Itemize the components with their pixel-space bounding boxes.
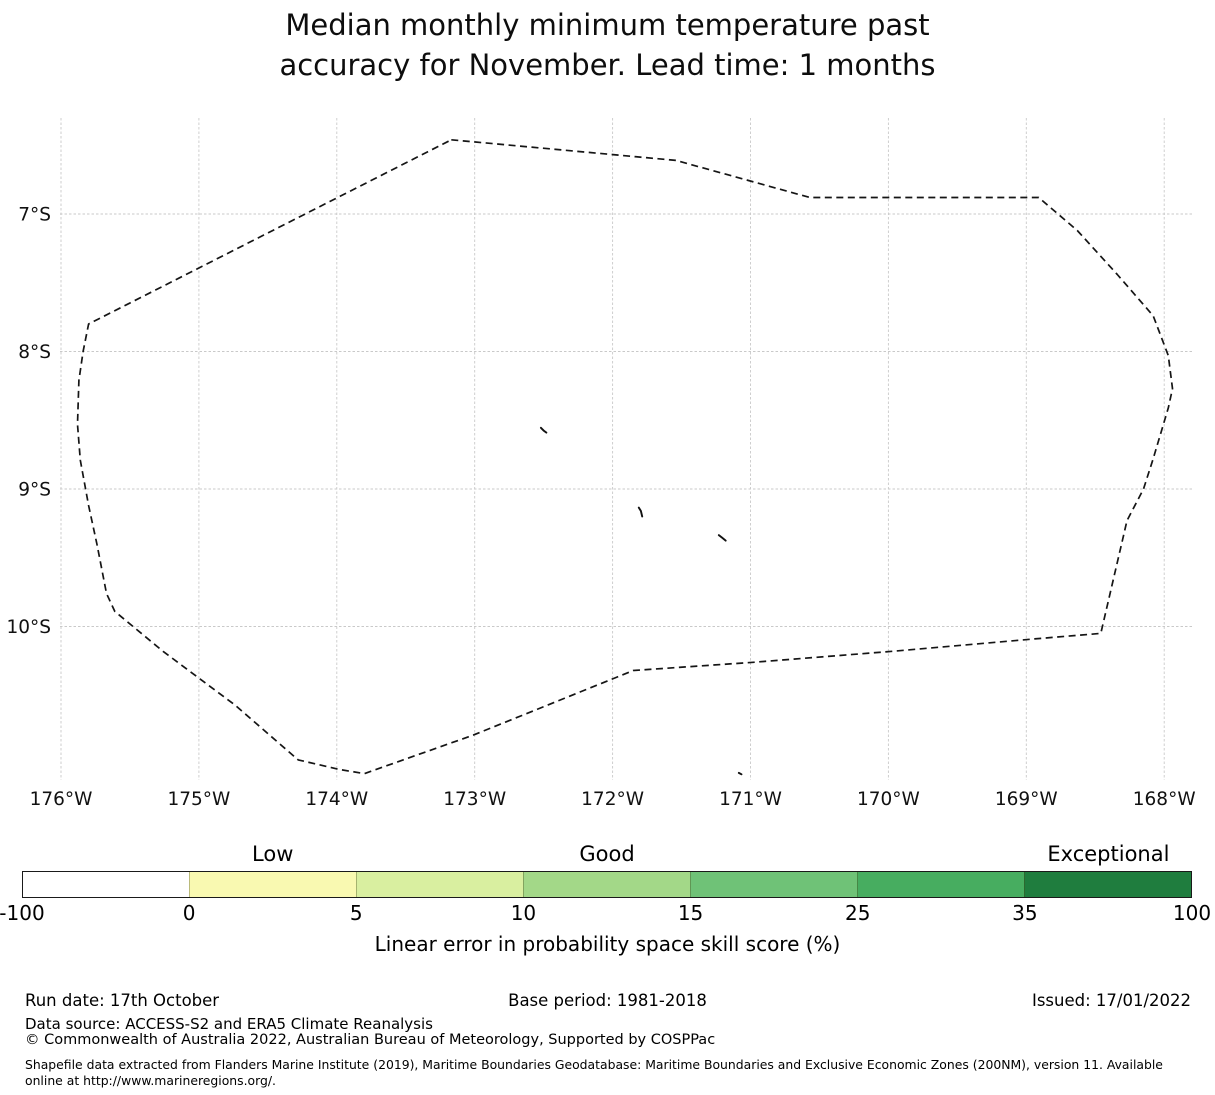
shapefile-note: Shapefile data extracted from Flanders M… <box>25 1057 1163 1089</box>
colorbar <box>22 871 1192 898</box>
chart-title-line2: accuracy for November. Lead time: 1 mont… <box>279 47 936 82</box>
colorbar-tick-25: 25 <box>844 901 871 925</box>
base-period-label: Base period: 1981-2018 <box>508 991 707 1010</box>
y-axis-tick-label: 7°S <box>18 205 51 226</box>
colorbar-tick-5: 5 <box>349 901 363 925</box>
y-axis-tick-label: 10°S <box>6 617 51 638</box>
copyright-label: © Commonwealth of Australia 2022, Austra… <box>25 1032 716 1048</box>
x-axis-tick-label: 174°W <box>305 789 368 810</box>
island-marker-nukunonu <box>637 506 644 518</box>
colorbar-segment-5-to-10 <box>356 872 523 897</box>
colorbar-tick--100: -100 <box>0 901 45 925</box>
chart-title: Median monthly minimum temperature past … <box>0 6 1215 85</box>
x-axis-tick-label: 168°W <box>1133 789 1196 810</box>
x-axis-tick-label: 176°W <box>30 789 93 810</box>
colorbar-segment-10-to-15 <box>523 872 690 897</box>
colorbar-segment-25-to-35 <box>857 872 1024 897</box>
x-axis-tick-label: 172°W <box>581 789 644 810</box>
issued-date-label: Issued: 17/01/2022 <box>1031 991 1191 1010</box>
colorbar-tick-15: 15 <box>677 901 704 925</box>
chart-title-line1: Median monthly minimum temperature past <box>285 8 930 42</box>
colorbar-tick-10: 10 <box>510 901 537 925</box>
y-axis-tick-label: 9°S <box>18 480 51 501</box>
x-axis-tick-label: 175°W <box>167 789 230 810</box>
colorbar-category-good: Good <box>579 842 635 866</box>
x-axis-tick-label: 169°W <box>995 789 1058 810</box>
data-source-label: Data source: ACCESS-S2 and ERA5 Climate … <box>25 1015 433 1033</box>
colorbar-category-low: Low <box>252 842 294 866</box>
x-axis-tick-label: 171°W <box>719 789 782 810</box>
colorbar-category-exceptional: Exceptional <box>1047 842 1170 866</box>
colorbar-caption: Linear error in probability space skill … <box>374 932 841 956</box>
x-axis-tick-label: 173°W <box>443 789 506 810</box>
y-axis-tick-label: 8°S <box>18 342 51 363</box>
colorbar-tick-100: 100 <box>1172 901 1212 925</box>
colorbar-segment-15-to-25 <box>690 872 857 897</box>
colorbar-segment-0-to-5 <box>189 872 356 897</box>
x-axis-tick-label: 170°W <box>857 789 920 810</box>
footer-row: Run date: 17th October Base period: 1981… <box>0 991 1215 1011</box>
island-marker-fakaofo <box>717 534 727 542</box>
eez-boundary-outline <box>76 138 1174 775</box>
colorbar-tick-0: 0 <box>182 901 196 925</box>
eez-map-plot: 176°W 175°W 174°W 173°W 172°W 171°W 170°W 169°W… <box>6 118 1196 810</box>
island-marker-swains <box>737 771 743 776</box>
island-marker-atafu <box>539 426 548 434</box>
colorbar-tick-35: 35 <box>1012 901 1038 925</box>
run-date-label: Run date: 17th October <box>25 991 220 1010</box>
colorbar-segment--100-to-0 <box>23 872 189 897</box>
colorbar-segment-35-to-100 <box>1024 872 1191 897</box>
